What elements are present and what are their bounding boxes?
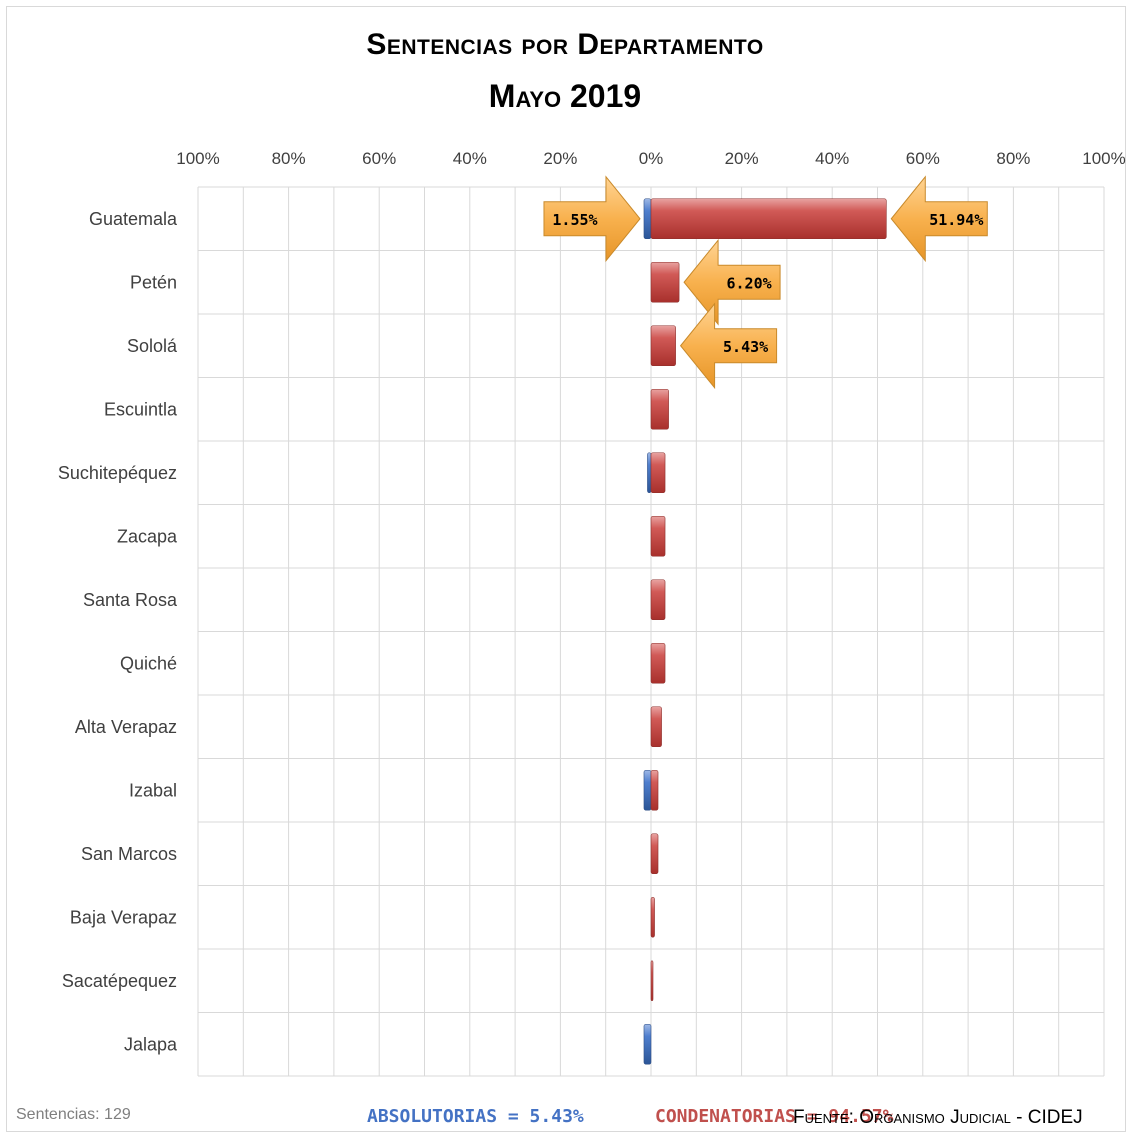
category-label: Jalapa bbox=[124, 1034, 178, 1054]
callout-arrow bbox=[890, 175, 988, 263]
bar-absolutorias bbox=[643, 769, 652, 811]
category-label: Izabal bbox=[129, 780, 177, 800]
bar-condenatorias bbox=[650, 515, 666, 557]
bar-condenatorias bbox=[650, 642, 666, 684]
bar-absolutorias bbox=[643, 198, 652, 240]
x-tick-label: 20% bbox=[725, 149, 759, 168]
bar-condenatorias bbox=[650, 706, 662, 748]
category-label: San Marcos bbox=[81, 844, 177, 864]
bar-condenatorias bbox=[650, 325, 676, 367]
x-tick-label: 60% bbox=[906, 149, 940, 168]
bar-condenatorias bbox=[650, 579, 666, 621]
x-tick-label: 60% bbox=[362, 149, 396, 168]
chart-subtitle: Mayo 2019 bbox=[488, 78, 642, 114]
callout-label: 5.43% bbox=[723, 338, 768, 356]
bar-condenatorias bbox=[650, 198, 887, 240]
category-label: Baja Verapaz bbox=[70, 907, 177, 927]
category-label: Sacatépequez bbox=[62, 971, 177, 991]
bar-condenatorias bbox=[650, 960, 654, 1002]
category-label: Sololá bbox=[127, 336, 178, 356]
category-label: Petén bbox=[130, 272, 177, 292]
category-label: Escuintla bbox=[104, 399, 178, 419]
bar-absolutorias bbox=[643, 1023, 652, 1065]
x-tick-label: 0% bbox=[639, 149, 664, 168]
x-tick-label: 100% bbox=[1082, 149, 1125, 168]
bar-condenatorias bbox=[650, 388, 669, 430]
x-tick-label: 80% bbox=[996, 149, 1030, 168]
bar-absolutorias bbox=[647, 452, 652, 494]
x-tick-label: 40% bbox=[453, 149, 487, 168]
callout-arrow bbox=[683, 238, 781, 326]
total-sentencias: Sentencias: 129 bbox=[16, 1106, 131, 1123]
x-tick-label: 100% bbox=[176, 149, 219, 168]
x-tick-label: 20% bbox=[543, 149, 577, 168]
category-label: Suchitepéquez bbox=[58, 463, 177, 483]
category-label: Zacapa bbox=[117, 526, 178, 546]
legend-condenatorias: CONDENATORIAS = 94.57% bbox=[655, 1106, 894, 1127]
source-note: Fuente: Organismo Judicial - CIDEJ bbox=[793, 1107, 1083, 1128]
bar-condenatorias bbox=[650, 769, 659, 811]
callout-label: 1.55% bbox=[552, 211, 597, 229]
chart-title: Sentencias por Departamento bbox=[366, 28, 764, 61]
chart-frame bbox=[6, 6, 1126, 1132]
callout-arrow bbox=[679, 302, 778, 390]
bar-condenatorias bbox=[650, 261, 680, 303]
bar-condenatorias bbox=[650, 833, 659, 875]
category-label: Quiché bbox=[120, 653, 177, 673]
bar-condenatorias bbox=[650, 896, 655, 938]
x-tick-label: 80% bbox=[272, 149, 306, 168]
category-label: Santa Rosa bbox=[83, 590, 178, 610]
callout-label: 6.20% bbox=[727, 274, 772, 292]
bar-condenatorias bbox=[650, 452, 666, 494]
legend-absolutorias: ABSOLUTORIAS = 5.43% bbox=[367, 1106, 584, 1127]
category-label: Alta Verapaz bbox=[75, 717, 177, 737]
x-tick-label: 40% bbox=[815, 149, 849, 168]
callout-arrow bbox=[543, 175, 641, 263]
callout-label: 51.94% bbox=[929, 211, 983, 229]
category-label: Guatemala bbox=[89, 209, 178, 229]
